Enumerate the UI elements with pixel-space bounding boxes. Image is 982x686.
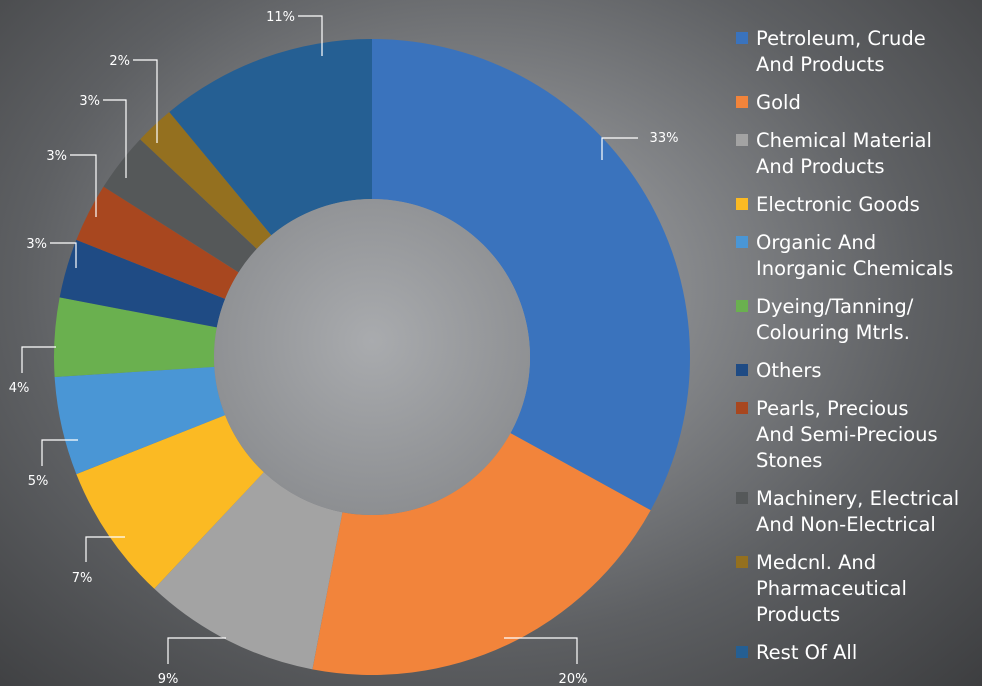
leader-line-9 — [103, 99, 127, 178]
legend-item: Medcnl. And Pharmaceutical Products — [736, 550, 982, 628]
leader-line-4 — [85, 536, 125, 562]
legend-swatch — [736, 236, 748, 248]
legend-swatch — [736, 300, 748, 312]
legend-swatch — [736, 32, 748, 44]
legend-label: Others — [756, 359, 822, 382]
legend-label: Organic And Inorganic Chemicals — [756, 231, 954, 280]
donut-hole — [214, 199, 530, 515]
legend-label: Gold — [756, 91, 801, 114]
data-label-5: 5% — [28, 474, 49, 489]
slice-1 — [372, 39, 690, 511]
leader-line-10 — [133, 59, 158, 143]
legend-item: Others — [736, 358, 982, 384]
data-label-10: 2% — [109, 54, 130, 69]
legend-item: Chemical Material And Products — [736, 128, 982, 180]
legend-item: Pearls, Precious And Semi-Precious Stone… — [736, 396, 982, 474]
slice-5 — [54, 366, 226, 475]
data-label-9: 3% — [79, 94, 100, 109]
slice-2 — [312, 433, 651, 675]
leader-line-7 — [50, 242, 77, 268]
slice-8 — [76, 186, 239, 299]
data-label-11: 11% — [266, 10, 295, 25]
legend-swatch — [736, 402, 748, 414]
leader-line-6 — [21, 346, 56, 373]
legend-swatch — [736, 96, 748, 108]
data-label-1: 33% — [650, 131, 679, 146]
slice-11 — [169, 39, 372, 236]
slice-10 — [140, 111, 272, 249]
legend-item: Petroleum, Crude And Products — [736, 26, 982, 78]
legend-item: Organic And Inorganic Chemicals — [736, 230, 982, 282]
data-label-4: 7% — [72, 571, 93, 586]
legend-swatch — [736, 646, 748, 658]
legend-label: Medcnl. And Pharmaceutical Products — [756, 551, 907, 626]
leader-line-11 — [298, 15, 323, 56]
leader-line-3 — [167, 637, 226, 664]
slice-9 — [103, 139, 257, 273]
data-label-3: 9% — [158, 672, 179, 686]
legend-item: Dyeing/Tanning/ Colouring Mtrls. — [736, 294, 982, 346]
slice-3 — [154, 472, 343, 670]
slice-4 — [76, 415, 264, 589]
leader-line-1 — [601, 137, 638, 160]
leader-line-2 — [504, 637, 578, 664]
legend-label: Rest Of All — [756, 641, 858, 664]
legend-item: Electronic Goods — [736, 192, 982, 218]
data-label-6: 4% — [9, 381, 30, 396]
legend-swatch — [736, 198, 748, 210]
slice-7 — [59, 239, 226, 328]
legend-label: Machinery, Electrical And Non-Electrical — [756, 487, 960, 536]
slice-6 — [54, 297, 217, 377]
chart-legend: Petroleum, Crude And Products Gold Chemica… — [736, 26, 982, 678]
leader-line-8 — [70, 154, 97, 217]
data-label-7: 3% — [26, 237, 47, 252]
legend-swatch — [736, 364, 748, 376]
legend-label: Petroleum, Crude And Products — [756, 27, 926, 76]
legend-label: Electronic Goods — [756, 193, 920, 216]
data-label-8: 3% — [46, 149, 67, 164]
legend-swatch — [736, 134, 748, 146]
legend-label: Dyeing/Tanning/ Colouring Mtrls. — [756, 295, 914, 344]
legend-swatch — [736, 556, 748, 568]
legend-item: Machinery, Electrical And Non-Electrical — [736, 486, 982, 538]
legend-label: Chemical Material And Products — [756, 129, 932, 178]
legend-item: Rest Of All — [736, 640, 982, 666]
legend-item: Gold — [736, 90, 982, 116]
legend-swatch — [736, 492, 748, 504]
legend-label: Pearls, Precious And Semi-Precious Stone… — [756, 397, 938, 472]
leader-line-5 — [41, 439, 78, 466]
data-label-2: 20% — [559, 672, 588, 686]
